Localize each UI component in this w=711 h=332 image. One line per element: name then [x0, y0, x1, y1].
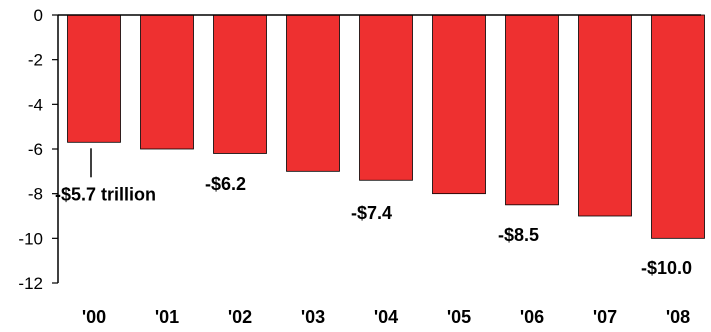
- y-tick-label: -8: [28, 185, 43, 204]
- data-label-0: -$5.7 trillion: [55, 184, 156, 204]
- x-tick-label: '00: [82, 307, 106, 327]
- x-tick-label: '08: [666, 307, 690, 327]
- x-tick-label: '07: [593, 307, 617, 327]
- data-label-2: -$6.2: [205, 174, 246, 194]
- data-label-4: -$7.4: [351, 203, 392, 223]
- y-tick-label: -2: [28, 51, 43, 70]
- x-tick-label: '01: [155, 307, 179, 327]
- x-tick-label: '02: [228, 307, 252, 327]
- x-tick-label: '04: [374, 307, 398, 327]
- y-tick-label: -4: [28, 95, 43, 114]
- y-tick-label: -6: [28, 140, 43, 159]
- x-axis-labels: '00 '01 '02 '03 '04 '05 '06 '07 '08: [82, 307, 690, 327]
- bar-5: [432, 14, 486, 195]
- bar-4: [359, 14, 413, 181]
- data-label-8: -$10.0: [641, 258, 692, 278]
- data-labels-group: -$5.7 trillion -$6.2 -$7.4 -$8.5 -$10.0: [55, 148, 692, 278]
- y-tick-label: -10: [18, 229, 43, 248]
- y-tick-label: -12: [18, 274, 43, 293]
- x-tick-label: '05: [447, 307, 471, 327]
- bar-0: [67, 14, 121, 143]
- bar-1: [140, 14, 194, 150]
- bar-3: [286, 14, 340, 172]
- axes-group: [57, 14, 701, 283]
- y-axis-ticks: 0 -2 -4 -6 -8 -10 -12: [18, 6, 58, 293]
- bars-group: [67, 14, 705, 239]
- bar-7: [578, 14, 632, 217]
- data-label-6: -$8.5: [498, 225, 539, 245]
- y-tick-label: 0: [34, 6, 43, 25]
- bar-2: [213, 14, 267, 154]
- x-tick-label: '03: [301, 307, 325, 327]
- bar-6: [505, 14, 559, 206]
- x-tick-label: '06: [520, 307, 544, 327]
- bar-8: [651, 14, 705, 239]
